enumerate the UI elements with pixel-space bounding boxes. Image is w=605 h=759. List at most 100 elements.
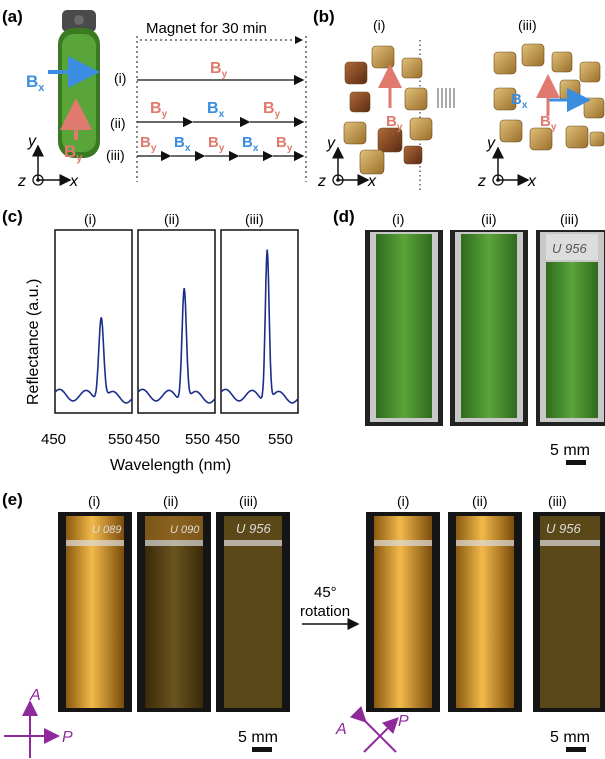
nanocube-iii-10 xyxy=(565,125,589,149)
nanocube-i-1 xyxy=(344,61,368,85)
cuvette-d-i xyxy=(365,230,443,426)
d-cuvette-tag-iii: U 956 xyxy=(552,241,587,256)
axis-x-label-b1: x xyxy=(367,173,377,190)
nanocube-iii-5 xyxy=(493,87,517,111)
polarizer-cross-right xyxy=(349,705,399,753)
row-label-iii-a: (iii) xyxy=(106,147,125,163)
nanocube-i-3 xyxy=(401,57,423,79)
nanocube-iii-1 xyxy=(493,51,517,75)
panel-label-e: (e) xyxy=(2,490,23,509)
nanocube-iii-6 xyxy=(559,79,581,101)
axis-z-label-b3: z xyxy=(477,173,486,190)
axis-y-label-a: y xyxy=(27,133,37,150)
c-ylabel: Reflectance (a.u.) xyxy=(25,279,42,405)
spectrum-box-i xyxy=(54,229,133,414)
e-label-ii-right: (ii) xyxy=(472,493,488,509)
by-label: By xyxy=(64,142,83,164)
nanocube-i-6 xyxy=(343,121,367,145)
sequence-label-iii-2: Bx xyxy=(174,134,191,154)
nanocube-iii-4 xyxy=(579,61,601,83)
bx-label: Bx xyxy=(26,72,45,94)
nanocube-i-5 xyxy=(404,87,428,111)
d-label-ii: (ii) xyxy=(481,211,497,227)
cuvette-e-left-iii xyxy=(216,512,290,712)
c-label-i: (i) xyxy=(84,211,96,227)
nanocube-i-4 xyxy=(349,91,371,113)
nanocube-iii-2 xyxy=(521,43,545,67)
e-label-iii-left: (iii) xyxy=(239,493,258,509)
sequence-label-iii-5: By xyxy=(276,134,293,154)
sequence-label-iii-4: Bx xyxy=(242,134,259,154)
c-tick-6: 550 xyxy=(268,431,293,448)
d-scale-label: 5 mm xyxy=(550,442,590,459)
spectrum-line-3 xyxy=(220,249,299,404)
nanocube-i-9 xyxy=(359,149,385,175)
b-by-label-iii: By xyxy=(540,113,557,133)
sequence-label-iii-3: By xyxy=(208,134,225,154)
e-scale-label-right: 5 mm xyxy=(550,729,590,746)
axes-a xyxy=(32,144,72,186)
d-label-i: (i) xyxy=(392,211,404,227)
spectrum-line-2 xyxy=(137,287,216,404)
nanocube-i-2 xyxy=(371,45,395,69)
rotation-label-1: 45° xyxy=(314,584,337,601)
b-bx-label-iii: Bx xyxy=(511,91,528,111)
b-by-label-i: By xyxy=(386,113,403,133)
e-label-i-left: (i) xyxy=(88,493,100,509)
e-scale-bar-left xyxy=(252,747,272,752)
e-cuvette-tag-3: U 956 xyxy=(236,521,271,536)
nanocube-iii-3 xyxy=(551,51,573,73)
e-cuvette-tag-4: U 956 xyxy=(546,521,581,536)
c-tick-1: 450 xyxy=(41,431,66,448)
nanocube-iii-8 xyxy=(499,119,523,143)
e-label-i-right: (i) xyxy=(397,493,409,509)
alignment-stripes-icon xyxy=(437,88,455,108)
e-label-iii-right: (iii) xyxy=(548,493,567,509)
cuvette-e-right-iii xyxy=(533,512,605,712)
c-label-iii: (iii) xyxy=(245,211,264,227)
axis-y-label-b1: y xyxy=(326,135,336,152)
cuvette-e-right-i xyxy=(366,512,440,712)
spectra-curves xyxy=(54,249,299,404)
analyzer-label-left: A xyxy=(29,687,41,704)
b-label-iii: (iii) xyxy=(518,17,537,33)
axis-y-label-b3: y xyxy=(486,135,496,152)
sequence-label-ii-1: By xyxy=(150,100,168,120)
c-label-ii: (ii) xyxy=(164,211,180,227)
sequence-label-i-1: By xyxy=(210,60,228,80)
e-cuvette-tag-2: U 090 xyxy=(170,524,200,536)
axes-b-iii xyxy=(492,146,530,186)
cuvette-e-right-ii xyxy=(448,512,522,712)
nanocube-iii-11 xyxy=(589,131,605,147)
e-label-ii-left: (ii) xyxy=(163,493,179,509)
cuvette-d-iii xyxy=(536,230,605,426)
vial-illustration xyxy=(58,10,100,158)
cuvette-e-left-i xyxy=(58,512,132,712)
axis-z-label-a: z xyxy=(17,173,26,190)
sequence-label-iii-1: By xyxy=(140,134,157,154)
analyzer-label-right: A xyxy=(335,721,347,738)
d-scale-bar xyxy=(566,460,586,465)
nanocube-i-10 xyxy=(403,145,423,165)
polarizer-label-right: P xyxy=(398,713,409,730)
c-tick-5: 450 xyxy=(215,431,240,448)
c-tick-4: 550 xyxy=(185,431,210,448)
row-label-ii-a: (ii) xyxy=(110,115,126,131)
b-label-i: (i) xyxy=(373,17,385,33)
c-tick-2: 550 xyxy=(108,431,133,448)
cuvette-e-left-ii xyxy=(137,512,211,712)
nanocube-iii-9 xyxy=(529,127,553,151)
nanocube-i-8 xyxy=(409,117,433,141)
spectrum-line-1 xyxy=(54,317,133,404)
cuvette-d-ii xyxy=(450,230,528,426)
spectrum-box-iii xyxy=(220,229,299,414)
nanocube-i-7 xyxy=(377,127,403,153)
rotation-label-2: rotation xyxy=(300,603,350,620)
e-scale-bar-right xyxy=(566,747,586,752)
panel-label-d: (d) xyxy=(333,207,355,226)
e-cuvette-tag-1: U 089 xyxy=(92,524,121,536)
c-xlabel: Wavelength (nm) xyxy=(110,457,231,474)
